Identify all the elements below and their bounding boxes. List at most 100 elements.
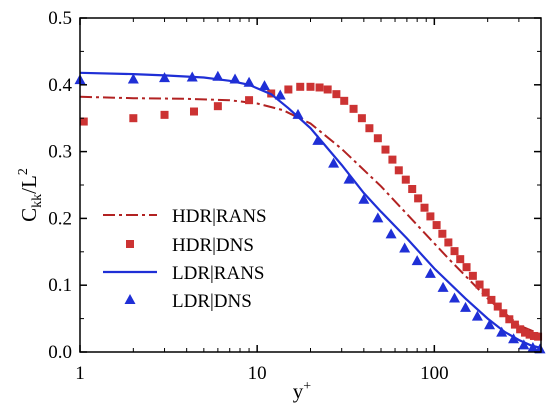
data-point [493,302,502,311]
data-point [306,82,315,91]
y-tick-label: 0.2 [48,208,72,229]
y-tick-label: 0.0 [48,342,72,363]
data-point [481,288,490,297]
data-point [499,309,508,318]
data-point [460,301,472,312]
data-point [274,89,286,100]
data-point [189,107,198,116]
series-hdr-rans [79,95,542,336]
series-hdr-dns [79,82,543,341]
data-point [373,134,382,143]
legend-swatch [124,294,136,304]
data-point [296,82,305,91]
y-axis-title-mid: /L [17,175,41,194]
y-tick-label: 0.3 [48,142,72,163]
data-point [516,325,525,334]
data-point [496,326,508,337]
series-ldr-rans [79,71,542,350]
data-point [79,117,88,126]
data-point [432,221,441,230]
data-point [505,315,514,324]
data-point [292,108,304,119]
data-point [186,71,198,82]
data-point [388,155,397,164]
data-point [127,73,139,84]
legend-label: LDR|DNS [172,291,252,312]
data-point [426,212,435,221]
legend-label: HDR|DNS [172,235,254,256]
series-line [79,71,542,350]
data-point [527,341,539,352]
legend-label: LDR|RANS [172,263,265,284]
series-ldr-dns [74,70,546,354]
data-point [394,166,403,175]
data-point [372,212,384,223]
data-point [444,238,453,247]
data-point [357,114,366,123]
data-point [471,310,483,321]
legend-label: HDR|RANS [172,206,267,227]
legend-item: HDR|DNS [126,235,254,256]
data-point [212,70,224,81]
y-axis-title-base: C [17,208,41,222]
data-point [213,102,222,111]
data-point [358,193,370,204]
data-point [349,104,358,113]
data-point [129,114,138,123]
data-point [510,320,519,329]
data-point [343,173,355,184]
data-point [229,73,241,84]
data-point [449,292,461,303]
data-point [525,330,534,339]
legend-item: LDR|DNS [124,291,252,312]
data-point [521,328,530,337]
data-point [456,255,465,264]
data-point [399,242,411,253]
data-point [529,331,538,340]
data-point [408,185,417,194]
y-axis-title-sup: 2 [16,168,31,175]
legend-item: LDR|RANS [103,263,265,284]
data-point [420,203,429,212]
legend-item: HDR|RANS [103,206,267,227]
data-point [411,255,423,266]
data-point [315,83,324,92]
data-point [534,343,546,354]
data-point [518,339,530,350]
axes-layer: 0.0 0.1 0.2 0.3 0.4 0.5 1 10 100 [48,8,542,384]
data-point [424,267,436,278]
data-point [508,333,520,344]
legend-swatch [126,240,134,248]
data-point [160,110,169,119]
data-point [487,295,496,304]
data-point [243,76,255,87]
data-point [312,134,324,145]
y-axis-title: Ckk/L2 [16,168,45,222]
x-tick-label: 100 [420,363,449,384]
data-point [385,228,397,239]
data-point [284,85,293,94]
data-point [159,72,171,83]
data-point [450,247,459,256]
y-axis-title-sub: kk [30,194,45,208]
data-point [381,145,390,154]
data-point [401,175,410,184]
x-tick-label: 1 [75,363,85,384]
data-point [259,80,271,91]
data-point [437,281,449,292]
x-axis-title: y+ [293,379,312,403]
y-tick-label: 0.4 [48,75,72,96]
series-line [79,95,542,336]
data-point [475,280,484,289]
data-point [438,229,447,238]
plot-frame [79,17,542,353]
data-point [332,90,341,99]
data-point [245,96,254,105]
x-axis-title-base: y [293,379,304,403]
y-tick-label: 0.1 [48,275,72,296]
data-point [323,85,332,94]
data-point [462,263,471,272]
data-point [484,319,496,330]
data-point [328,157,340,168]
